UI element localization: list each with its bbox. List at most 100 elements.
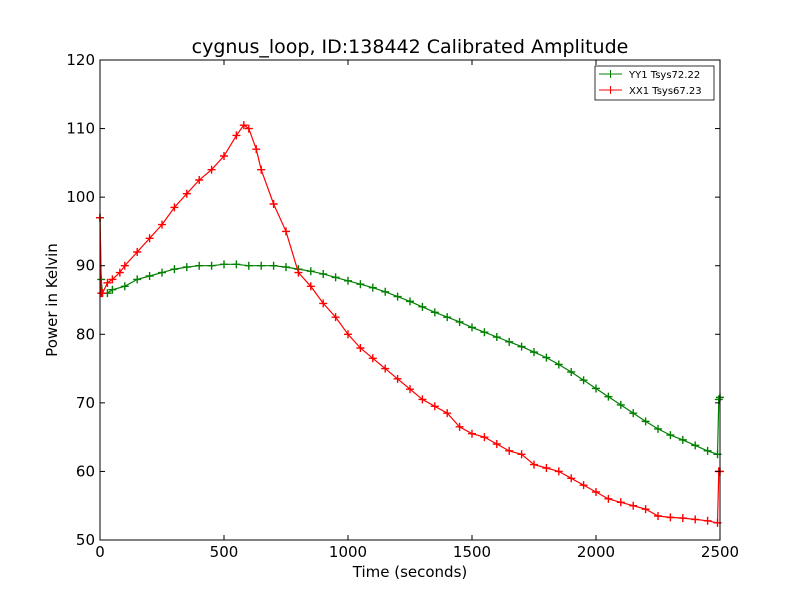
x-tick-label: 0 (95, 543, 105, 561)
data-point (158, 268, 166, 277)
data-point (368, 354, 377, 363)
legend-label-yy1: YY1 Tsys72.22 (628, 70, 700, 81)
data-point (455, 422, 464, 431)
data-point (703, 516, 712, 525)
data-point (517, 342, 526, 351)
data-point (406, 297, 414, 306)
data-point (430, 308, 439, 317)
data-point (306, 267, 315, 276)
plot-frame (99, 59, 721, 541)
data-point (239, 121, 248, 130)
y-tick-label: 80 (76, 325, 95, 343)
data-point (108, 275, 117, 284)
data-point (120, 282, 129, 291)
data-point (654, 512, 662, 520)
data-point (319, 269, 328, 278)
data-point (115, 268, 124, 277)
data-point (492, 333, 501, 342)
data-point (356, 344, 365, 352)
data-point (530, 348, 538, 357)
data-point (592, 488, 600, 496)
data-point (182, 263, 191, 272)
data-point (592, 384, 600, 393)
data-point (641, 417, 650, 426)
y-tick-label: 70 (76, 394, 95, 412)
data-point (220, 260, 228, 269)
data-point (393, 374, 402, 383)
series-xx1 (96, 121, 724, 527)
y-tick-label: 60 (76, 462, 95, 480)
data-point (170, 265, 179, 274)
x-axis-label: Time (seconds) (352, 563, 468, 581)
data-point (468, 429, 476, 438)
data-point (430, 402, 439, 411)
legend-marker (606, 86, 615, 94)
data-point (368, 283, 377, 292)
data-point (703, 446, 712, 455)
data-point (232, 131, 241, 140)
data-point (616, 400, 625, 409)
data-point (381, 287, 390, 296)
data-point (195, 261, 204, 270)
data-point (691, 515, 700, 524)
y-tick-label: 120 (66, 51, 95, 69)
data-point (133, 275, 142, 284)
data-point (505, 446, 514, 455)
chart-title: cygnus_loop, ID:138442 Calibrated Amplit… (192, 36, 629, 58)
data-point (443, 409, 452, 418)
data-point (344, 276, 352, 285)
data-point (344, 330, 352, 339)
data-point (678, 514, 687, 523)
data-point (604, 392, 613, 401)
data-point (492, 440, 501, 448)
data-point (319, 299, 328, 308)
x-tick-label: 1000 (329, 543, 367, 561)
series-yy1 (96, 213, 724, 459)
data-point (455, 317, 464, 326)
data-point (418, 395, 427, 404)
data-point (567, 368, 576, 376)
data-point (616, 498, 625, 507)
data-point (257, 165, 266, 174)
y-tick-label: 90 (76, 257, 95, 275)
data-point (418, 302, 427, 311)
data-point (257, 261, 266, 270)
data-point (480, 433, 489, 442)
data-point (678, 435, 687, 444)
data-point (629, 501, 638, 510)
data-point (554, 467, 563, 476)
data-point (145, 234, 154, 243)
data-point (331, 273, 340, 282)
legend-label-xx1: XX1 Tsys67.23 (629, 86, 702, 97)
data-point (579, 481, 588, 490)
y-tick-label: 50 (76, 531, 95, 549)
data-point (629, 409, 638, 418)
data-point (666, 513, 675, 522)
data-point (220, 152, 228, 160)
data-point (393, 292, 402, 301)
data-point (480, 328, 489, 337)
y-axis-label: Power in Kelvin (43, 243, 61, 357)
data-point (331, 313, 340, 322)
y-tick-label: 100 (66, 188, 95, 206)
data-point (252, 145, 261, 154)
x-tick-label: 2500 (701, 543, 739, 561)
data-point (232, 260, 241, 269)
data-point (530, 460, 538, 469)
data-point (654, 424, 662, 433)
data-point (145, 272, 154, 280)
data-point (579, 376, 588, 385)
data-point (294, 268, 303, 277)
data-point (207, 261, 216, 270)
data-point (505, 337, 514, 346)
data-point (666, 431, 675, 440)
data-point (542, 353, 551, 362)
data-point (542, 464, 551, 472)
data-point (182, 189, 191, 198)
data-point (269, 200, 278, 208)
data-point (170, 203, 179, 212)
legend-marker (606, 70, 615, 78)
data-point (244, 261, 253, 270)
data-point (282, 227, 290, 236)
